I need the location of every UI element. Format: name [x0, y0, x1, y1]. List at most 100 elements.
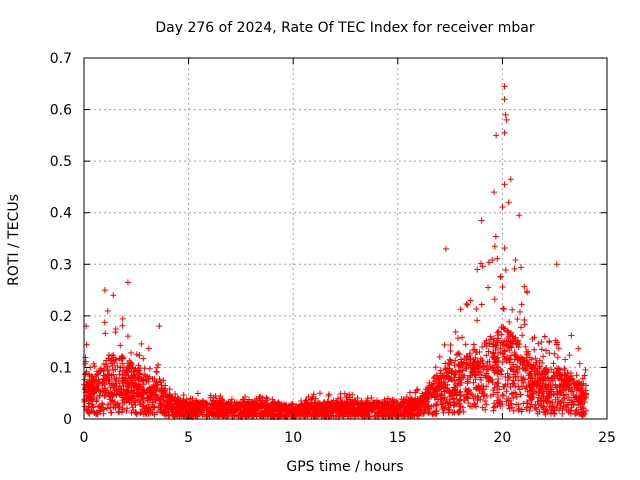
data-point — [563, 391, 570, 398]
data-point — [551, 411, 558, 418]
data-point — [523, 404, 530, 411]
data-point — [435, 381, 442, 388]
data-point — [407, 413, 414, 420]
data-point — [110, 352, 117, 359]
data-point — [191, 407, 198, 414]
data-point — [466, 350, 473, 357]
data-point — [448, 367, 455, 374]
data-point — [457, 397, 464, 404]
data-point — [284, 407, 291, 414]
data-point — [528, 356, 535, 363]
data-point — [526, 384, 533, 391]
data-point — [571, 380, 578, 387]
data-point — [372, 405, 379, 412]
data-point — [149, 391, 156, 398]
data-point — [446, 361, 453, 368]
data-point — [374, 409, 381, 416]
data-point — [540, 353, 547, 360]
data-point — [511, 380, 518, 387]
data-point — [579, 385, 586, 392]
data-point — [518, 406, 525, 413]
data-point — [114, 362, 121, 369]
data-point — [545, 392, 552, 399]
data-point — [518, 383, 525, 390]
data-point — [102, 330, 109, 337]
data-point — [551, 350, 558, 357]
data-point — [389, 396, 396, 403]
data-point — [123, 398, 130, 405]
data-point — [470, 379, 477, 386]
data-point — [508, 366, 515, 373]
data-point — [115, 386, 122, 393]
data-point — [99, 382, 106, 389]
data-point — [478, 217, 485, 224]
data-point — [153, 378, 160, 385]
data-point — [554, 384, 561, 391]
data-point — [504, 381, 511, 388]
data-point — [136, 396, 143, 403]
data-point — [508, 390, 515, 397]
data-point — [567, 370, 574, 377]
data-point — [473, 349, 480, 356]
data-point — [409, 406, 416, 413]
data-point — [116, 371, 123, 378]
data-point — [562, 356, 569, 363]
data-point — [554, 369, 561, 376]
data-point — [432, 364, 439, 371]
data-point — [254, 409, 261, 416]
data-point — [559, 410, 566, 417]
data-point — [533, 359, 540, 366]
data-point — [93, 376, 100, 383]
data-point — [497, 345, 504, 352]
data-point — [119, 322, 126, 329]
data-point — [512, 256, 519, 263]
data-point — [414, 386, 421, 393]
data-point — [565, 382, 572, 389]
data-point — [494, 368, 501, 375]
data-point — [327, 410, 334, 417]
data-point — [566, 352, 573, 359]
data-point — [507, 383, 514, 390]
data-point — [412, 389, 419, 396]
data-point — [388, 404, 395, 411]
y-tick-label: 0.3 — [50, 257, 72, 273]
data-point — [311, 407, 318, 414]
data-point — [500, 305, 507, 312]
data-point — [155, 361, 162, 368]
data-point — [156, 397, 163, 404]
data-point — [531, 334, 538, 341]
data-point — [463, 300, 470, 307]
data-point — [380, 407, 387, 414]
data-point — [560, 392, 567, 399]
data-point — [100, 375, 107, 382]
data-point — [358, 402, 365, 409]
data-point — [347, 394, 354, 401]
y-tick-label: 0.6 — [50, 103, 72, 119]
data-point — [453, 351, 460, 358]
data-point — [130, 383, 137, 390]
data-point — [300, 405, 307, 412]
data-point — [418, 410, 425, 417]
x-tick-label: 0 — [80, 430, 89, 446]
data-point — [136, 352, 143, 359]
data-point — [241, 408, 248, 415]
data-point — [560, 399, 567, 406]
y-tick-label: 0.4 — [50, 206, 72, 222]
data-point — [238, 411, 245, 418]
data-point — [452, 389, 459, 396]
data-point — [101, 287, 108, 294]
data-point — [473, 306, 480, 313]
data-point — [362, 413, 369, 420]
data-point — [407, 395, 414, 402]
data-point — [539, 371, 546, 378]
data-point — [510, 371, 517, 378]
data-point — [368, 394, 375, 401]
data-point — [283, 411, 290, 418]
data-point — [457, 306, 464, 313]
data-point — [346, 391, 353, 398]
data-point — [141, 388, 148, 395]
data-point — [499, 401, 506, 408]
data-point — [561, 395, 568, 402]
data-point — [124, 279, 131, 286]
data-point — [305, 393, 312, 400]
